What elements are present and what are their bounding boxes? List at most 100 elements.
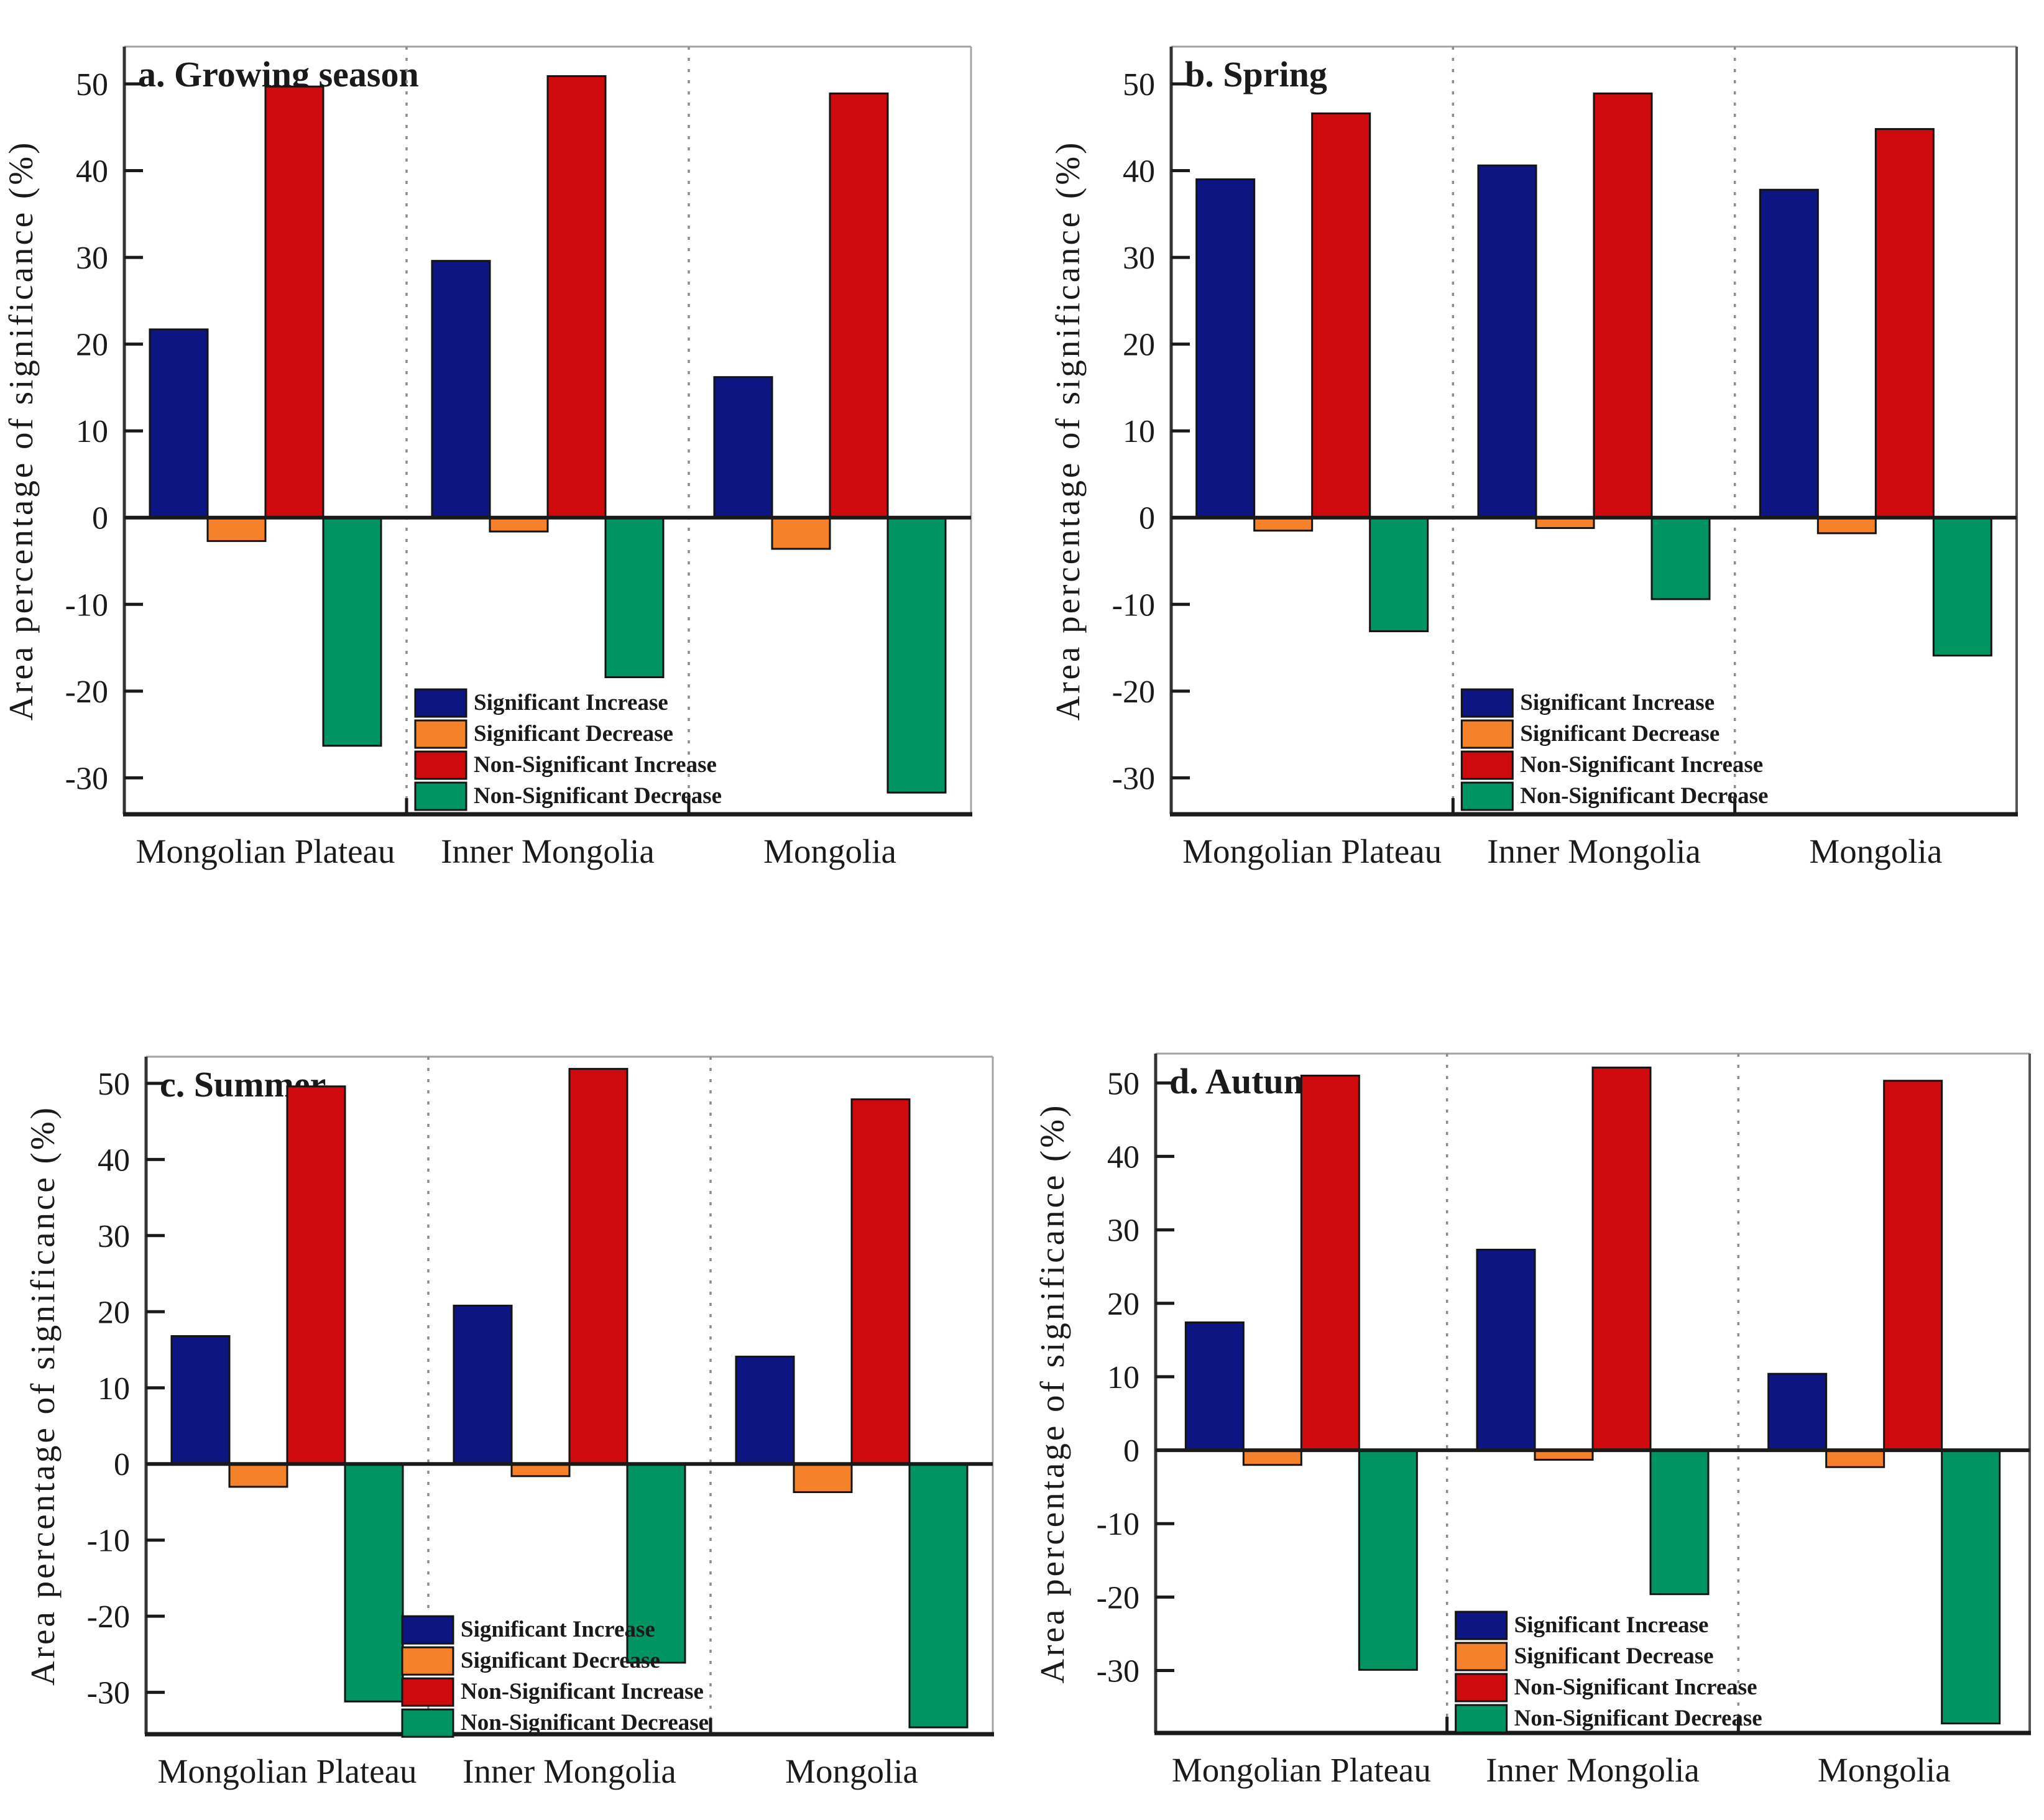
bar-a-2-1 [771,517,831,550]
bar-a-1-0 [431,260,491,519]
legend-swatch [401,1708,454,1738]
y-tick-label: 30 [1123,241,1155,276]
bar-b-1-2 [1593,92,1653,519]
y-tick-label: 20 [1107,1287,1139,1322]
y-tick-label: 50 [98,1067,130,1102]
legend-swatch [1455,1642,1508,1671]
x-category-label: Mongolia [785,1752,918,1790]
bar-a-1-3 [604,517,665,679]
y-axis-label: Area percentage of significance (%) [1033,1103,1071,1684]
bar-d-0-3 [1358,1449,1418,1671]
y-tick-label: -20 [87,1599,130,1635]
legend-swatch [1460,719,1514,749]
bar-a-1-2 [546,75,607,519]
y-tick-label: 10 [76,414,108,449]
bar-a-0-0 [149,328,209,519]
bar-b-0-3 [1369,517,1429,633]
bar-b-1-3 [1650,517,1711,600]
bar-a-1-1 [489,517,549,533]
legend-swatch [1460,750,1514,780]
y-tick-label: 50 [1107,1066,1139,1101]
legend-label: Non-Significant Decrease [1520,783,1768,809]
x-category-label: Mongolian Plateau [1182,832,1442,870]
legend-label: Non-Significant Increase [1520,752,1763,778]
x-category-label: Mongolia [1809,832,1942,870]
y-tick-label: -10 [1097,1507,1139,1542]
legend-swatch [414,781,467,811]
y-tick-label: -30 [87,1676,130,1711]
legend-swatch [1460,781,1514,811]
x-category-label: Inner Mongolia [463,1752,676,1790]
x-category-label: Mongolia [763,832,896,870]
legend-label: Significant Increase [1520,690,1715,715]
legend-label: Non-Significant Decrease [474,783,722,809]
bar-a-2-3 [886,517,947,794]
y-tick-label: 40 [1123,154,1155,190]
bar-a-0-3 [322,517,382,747]
y-tick-label: 10 [98,1371,130,1407]
bar-d-2-0 [1767,1372,1828,1451]
y-tick-label: 30 [98,1219,130,1254]
y-tick-label: 30 [76,241,108,276]
bar-b-2-2 [1874,128,1935,519]
legend-label: Non-Significant Increase [1514,1675,1757,1700]
y-tick-label: 40 [76,154,108,190]
y-tick-label: -20 [1112,674,1155,710]
panel-a-growing-season: a. Growing season Area percentage of sign… [0,0,1022,910]
bar-b-0-2 [1311,112,1371,519]
legend-swatch [401,1646,454,1676]
legend-label: Significant Decrease [461,1648,660,1673]
panel-title: b. Spring [1185,54,1327,94]
y-tick-label: 50 [76,67,108,103]
bar-c-1-3 [626,1463,686,1664]
x-category-label: Mongolian Plateau [157,1752,417,1790]
legend-label: Non-Significant Decrease [461,1710,709,1735]
y-tick-label: -20 [1097,1580,1139,1615]
bar-d-1-3 [1649,1449,1710,1596]
legend-swatch [414,750,467,780]
bar-c-0-1 [228,1463,288,1488]
bar-d-2-3 [1941,1449,2001,1725]
legend-swatch [414,688,467,718]
bar-b-0-0 [1195,178,1256,519]
bar-d-0-1 [1242,1449,1302,1466]
bar-b-2-0 [1759,188,1819,519]
legend-label: Significant Increase [1514,1612,1709,1638]
legend-swatch [1455,1673,1508,1703]
panel-d-autumn: d. Autumn Area percentage of significance… [1022,910,2044,1820]
legend-label: Significant Increase [474,690,668,715]
y-axis-label: Area percentage of significance (%) [1049,140,1087,721]
x-category-label: Inner Mongolia [441,832,655,870]
y-tick-label: -30 [65,761,108,796]
y-tick-label: -20 [65,674,108,710]
y-tick-label: -10 [1112,587,1155,623]
legend-swatch [414,719,467,749]
bar-a-2-2 [829,92,889,519]
bar-c-2-2 [850,1098,911,1465]
y-tick-label: -30 [1112,761,1155,796]
y-tick-label: 20 [98,1295,130,1330]
y-tick-label: 40 [98,1142,130,1178]
bar-c-1-2 [568,1068,628,1465]
bar-d-1-2 [1591,1066,1652,1451]
bar-b-2-3 [1932,517,1992,657]
y-tick-label: 20 [1123,328,1155,363]
legend-label: Significant Decrease [1514,1643,1714,1669]
y-tick-label: 0 [92,501,108,536]
bar-b-1-0 [1477,164,1537,519]
bar-c-1-0 [453,1304,513,1465]
panel-c-summer: c. Summer Area percentage of significance… [0,910,1022,1820]
x-category-label: Inner Mongolia [1487,832,1701,870]
bar-a-0-2 [264,85,325,519]
bar-b-2-1 [1816,517,1877,535]
legend-label: Non-Significant Increase [474,752,717,778]
y-axis-label: Area percentage of significance (%) [24,1105,62,1686]
y-tick-label: 40 [1107,1139,1139,1175]
y-tick-label: -10 [65,587,108,623]
bar-a-0-1 [206,517,267,542]
bar-c-0-2 [286,1085,346,1465]
y-tick-label: 50 [1123,67,1155,103]
